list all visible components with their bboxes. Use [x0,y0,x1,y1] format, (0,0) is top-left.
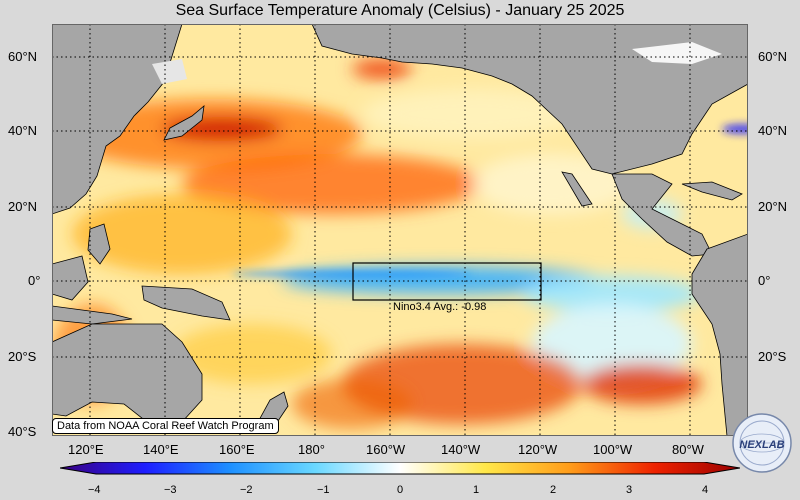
sst-anomaly-map [52,24,748,436]
colorbar-tick-3: 3 [626,484,633,496]
lat-label-20s-left: 20°S [8,349,37,364]
alaska-land [311,24,748,175]
lon-label-120w: 120°W [518,442,558,457]
central-america-land [611,173,713,257]
colorbar-tick-1: 1 [473,484,480,496]
colorbar-tick-4: 4 [702,484,709,496]
colorbar-tick-neg4: −4 [88,484,101,496]
colorbar-tick-2: 2 [550,484,557,496]
colorbar-tick-0: 0 [397,484,404,496]
lon-label-180: 180° [298,442,325,457]
lat-label-20n-left: 20°N [8,199,38,214]
svg-text:NEXLAB: NEXLAB [739,439,784,451]
lat-label-60n-left: 60°N [8,49,38,64]
nexlab-logo: NEXLAB [732,413,792,473]
baja-land [561,171,593,207]
lat-label-0-left: 0° [28,273,41,288]
map-title: Sea Surface Temperature Anomaly (Celsius… [175,2,625,19]
lat-label-20n-right: 20°N [758,199,788,214]
lat-label-40n-right: 40°N [758,123,788,138]
colorbar-tick-neg3: −3 [164,484,177,496]
nino34-average-label: Nino3.4 Avg.: -0.98 [393,301,487,313]
lat-label-40s-left: 40°S [8,424,37,439]
caribbean-land [681,181,743,201]
lon-label-160e: 160°E [219,442,255,457]
borneo-land [52,255,89,301]
graticule [52,24,748,436]
colorbar-tick-neg2: −2 [240,484,253,496]
lat-label-60n-right: 60°N [758,49,788,64]
colorbar [60,462,740,475]
lon-label-140e: 140°E [143,442,179,457]
lat-label-40n-left: 40°N [8,123,38,138]
philippines-land [87,223,111,265]
colorbar-tick-neg1: −1 [317,484,330,496]
new-guinea-land [141,285,231,321]
lon-label-80w: 80°W [672,442,704,457]
nino34-box [352,262,542,301]
indonesia-land [52,305,133,325]
lon-label-160w: 160°W [366,442,406,457]
south-america-land [691,233,748,436]
lon-label-120e: 120°E [68,442,104,457]
lon-label-140w: 140°W [441,442,481,457]
data-credit: Data from NOAA Coral Reef Watch Program [52,418,279,434]
lon-label-100w: 100°W [593,442,633,457]
lat-label-20s-right: 20°S [758,349,787,364]
lat-label-0-right: 0° [758,273,771,288]
